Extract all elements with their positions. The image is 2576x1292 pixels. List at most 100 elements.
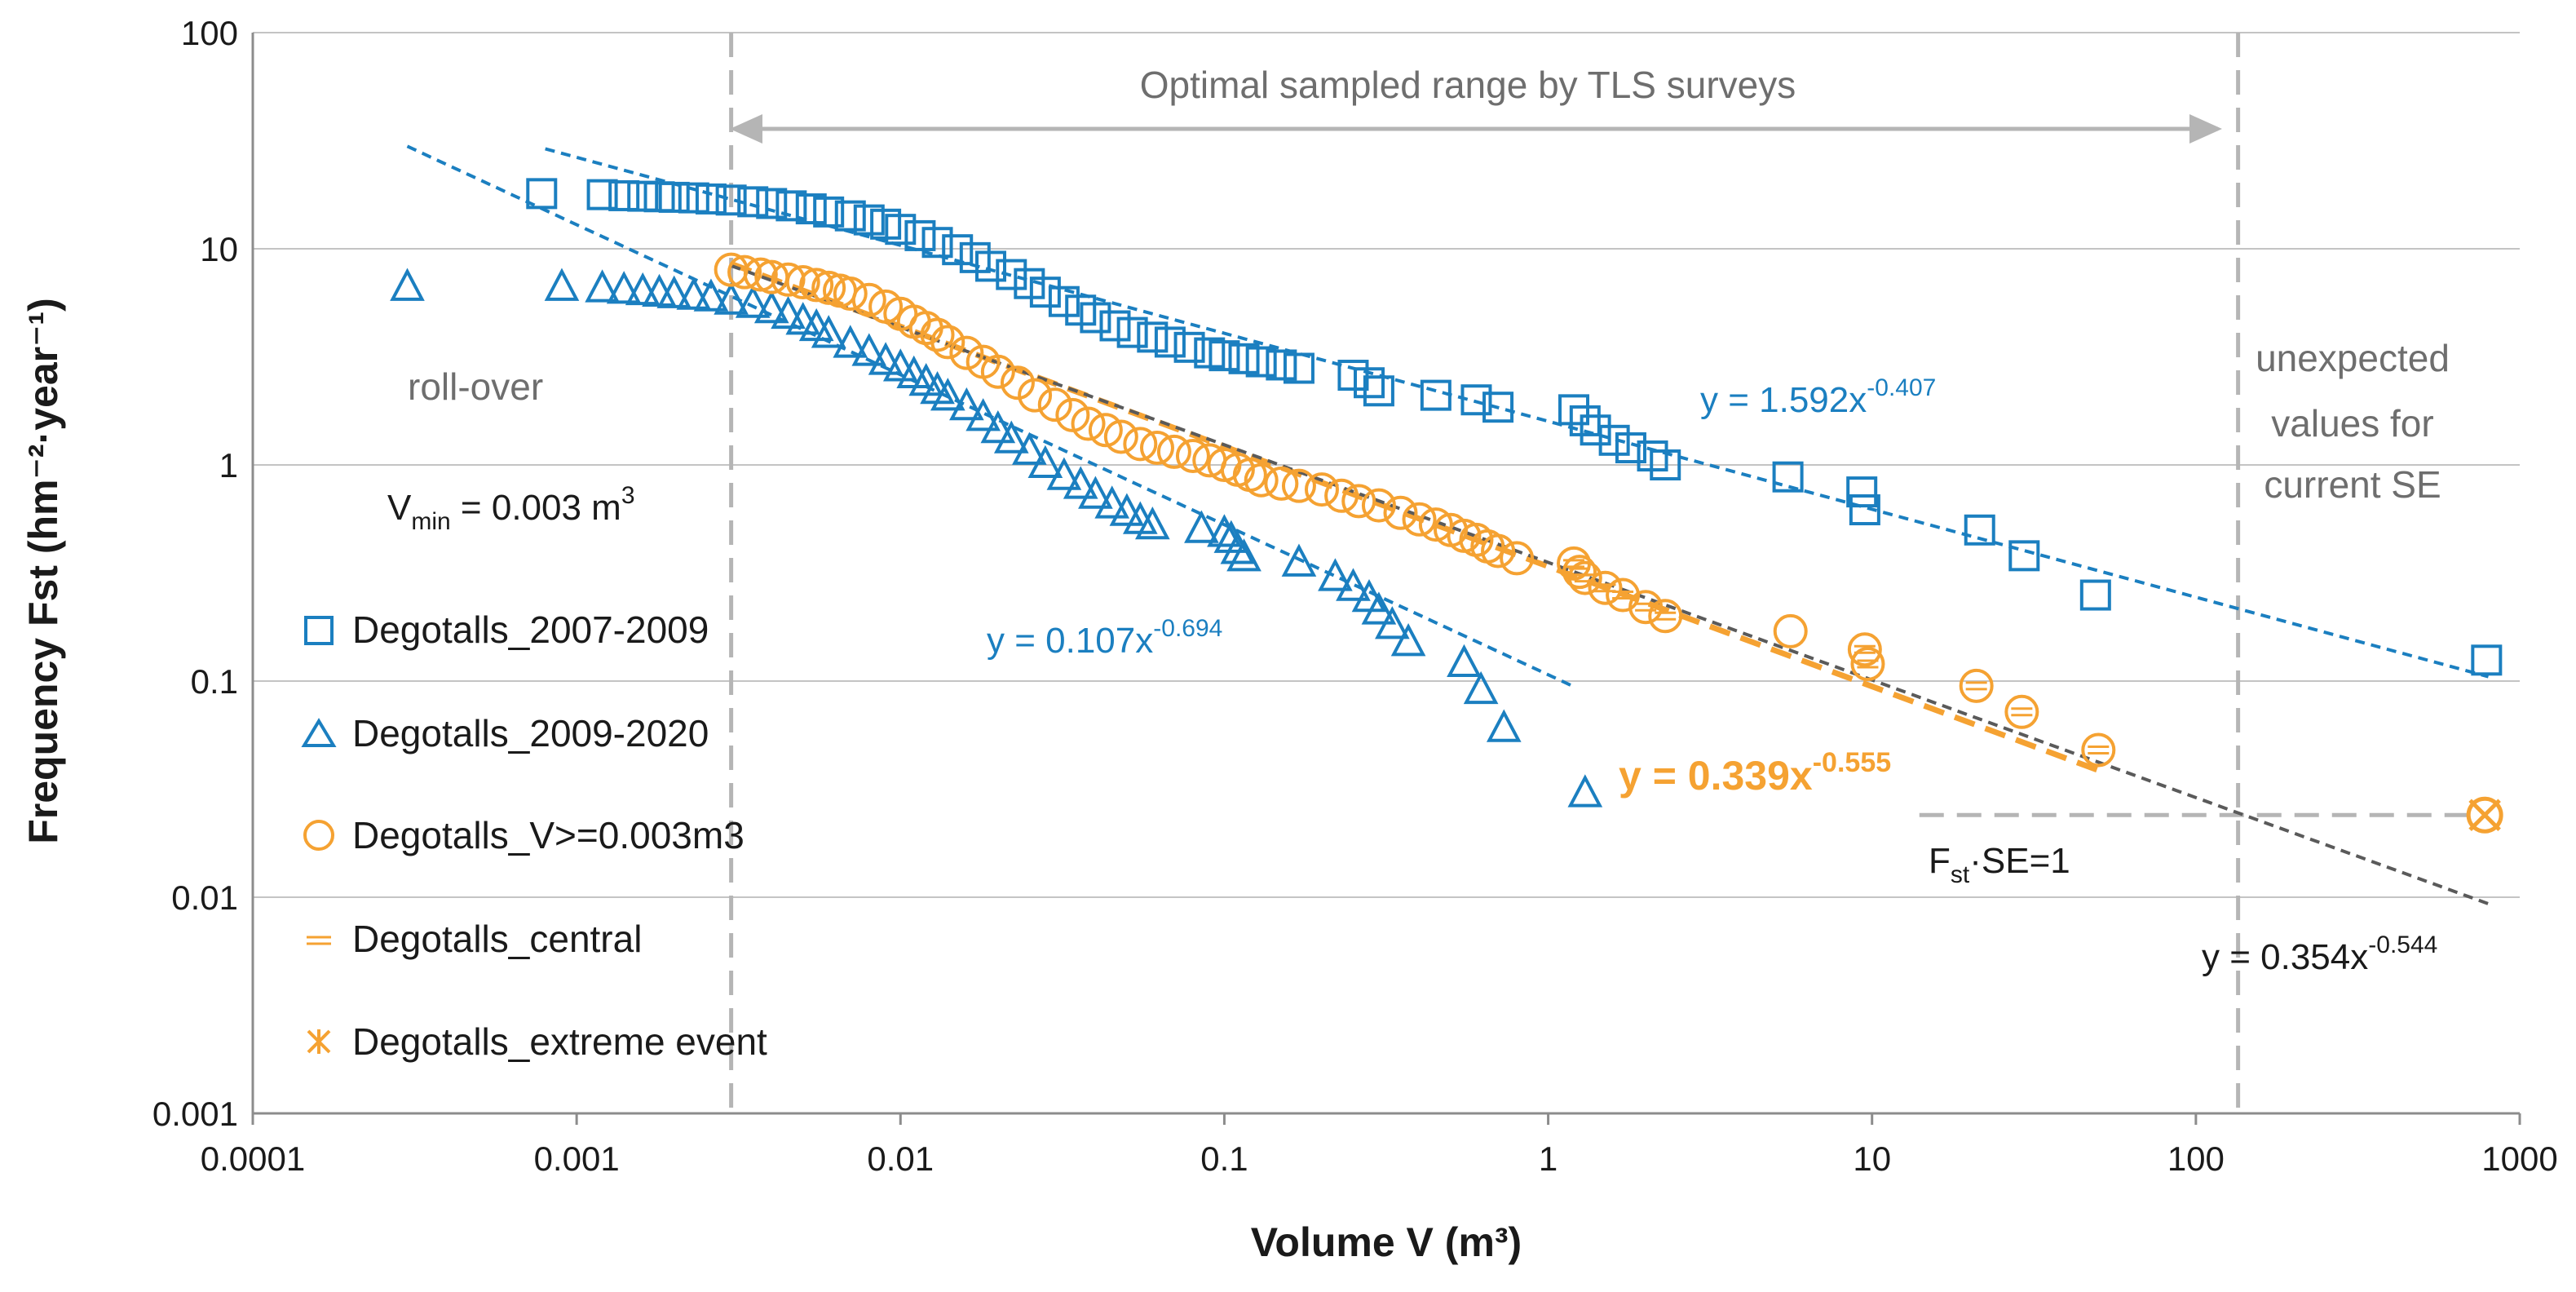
circle-point	[1139, 431, 1174, 466]
x-tick-label: 0.0001	[201, 1139, 305, 1178]
x-tick-label: 100	[2167, 1139, 2225, 1178]
triangle-point	[851, 333, 887, 366]
circle-point	[1341, 484, 1376, 519]
series-star	[2466, 796, 2503, 834]
triangle-point	[1027, 445, 1063, 478]
circle-point	[1361, 488, 1396, 523]
series-line	[1563, 559, 2110, 754]
unexpected-label-line3: current SE	[2264, 463, 2441, 506]
triangle-point	[1318, 558, 1353, 591]
unexpected-label-line2: values for	[2271, 402, 2433, 445]
square-point	[1569, 405, 1601, 436]
central-point	[1563, 559, 1585, 569]
square-point	[775, 190, 807, 222]
x-tick-label: 10	[1853, 1139, 1891, 1178]
central-point	[1854, 644, 1876, 654]
circle-point	[1773, 613, 1808, 648]
circle-point	[1281, 468, 1316, 503]
circle-point	[1588, 570, 1623, 605]
triangle-point	[1109, 493, 1145, 526]
extreme-event-point	[2466, 796, 2503, 834]
square-point	[1964, 514, 1995, 546]
circle-point	[2081, 732, 2116, 768]
x-tick-label: 1000	[2481, 1139, 2557, 1178]
square-point	[526, 178, 558, 210]
y-axis-title: Frequency Fst (hm⁻²·year⁻¹)	[20, 298, 66, 844]
square-point	[1615, 432, 1646, 464]
circle-point	[1567, 560, 1602, 595]
square-point	[834, 200, 866, 232]
x-tick-label: 0.01	[867, 1139, 934, 1178]
triangle-point	[606, 271, 642, 304]
square-point	[996, 259, 1027, 290]
triangle-point	[1046, 457, 1082, 490]
y-tick-label: 0.1	[191, 662, 238, 701]
triangle-point	[1012, 431, 1047, 465]
legend: Degotalls_2007-2009 Degotalls_2009-2020 …	[301, 608, 767, 1063]
square-point	[1598, 424, 1630, 456]
legend-label: Degotalls_V>=0.003m3	[352, 814, 745, 856]
triangle-point	[585, 269, 620, 303]
legend-triangle-marker	[301, 718, 337, 747]
sampled-range-label: Optimal sampled range by TLS surveys	[1140, 64, 1796, 106]
square-point	[1137, 321, 1169, 353]
triangle-point	[882, 348, 918, 382]
axes	[251, 33, 2520, 1115]
circle-point	[799, 268, 834, 303]
triangle-point	[1567, 774, 1603, 808]
square-point	[1283, 352, 1315, 384]
square-point	[921, 227, 953, 259]
triangle-point	[1447, 644, 1482, 678]
triangle-point	[868, 342, 904, 375]
central-point	[1612, 591, 1634, 600]
triangle-point	[735, 285, 771, 318]
circle-point	[980, 354, 1015, 389]
triangle-point	[1390, 623, 1426, 657]
square-point	[959, 241, 991, 273]
legend-star-marker	[307, 1029, 331, 1054]
circle-point	[1037, 387, 1072, 423]
square-point	[1173, 331, 1205, 363]
square-point	[1014, 268, 1045, 299]
equation-label-combined: y = 0.354x-0.544	[2202, 931, 2437, 977]
triangle-point	[811, 315, 846, 348]
square-point	[2008, 540, 2040, 572]
central-point	[1965, 681, 1987, 691]
triangle-point	[1184, 510, 1219, 543]
square-point	[1558, 394, 1590, 426]
x-tick-label: 0.1	[1200, 1139, 1248, 1178]
square-point	[1846, 476, 1878, 508]
sampled-range-arrow	[730, 114, 2222, 144]
equation-label-2009-2020: y = 0.107x-0.694	[987, 615, 1222, 661]
square-point	[942, 234, 974, 266]
circle-point	[785, 265, 820, 300]
y-tick-label: 0.001	[152, 1095, 238, 1133]
circle-point	[833, 277, 868, 312]
triangle-point	[1375, 606, 1410, 639]
legend-label: Degotalls_extreme event	[352, 1020, 767, 1063]
legend-label: Degotalls_2009-2020	[352, 712, 709, 754]
central-point	[1655, 611, 1677, 621]
circle-point	[771, 262, 806, 297]
circle-point	[1500, 541, 1535, 576]
legend-square-marker	[304, 616, 334, 645]
triangle-point	[1336, 568, 1371, 601]
circle-point	[1156, 434, 1191, 469]
circle-point	[1175, 439, 1210, 474]
circle-point	[1123, 427, 1158, 462]
triangle-point	[930, 378, 965, 411]
triangle-point	[1220, 531, 1256, 564]
triangle-point	[1207, 514, 1242, 547]
square-point	[1048, 285, 1080, 317]
triangle-point	[965, 398, 1001, 431]
series-circle	[714, 252, 2116, 768]
square-point	[1228, 343, 1260, 374]
central-point	[2011, 707, 2033, 717]
circle-point	[1402, 502, 1437, 537]
equation-label-2007-2009: y = 1.592x-0.407	[1700, 374, 1936, 420]
square-point	[1354, 367, 1385, 399]
legend-item-central: Degotalls_central	[307, 918, 642, 960]
square-point	[695, 183, 727, 215]
circle-point	[1304, 472, 1339, 507]
circle-point	[1847, 632, 1882, 667]
